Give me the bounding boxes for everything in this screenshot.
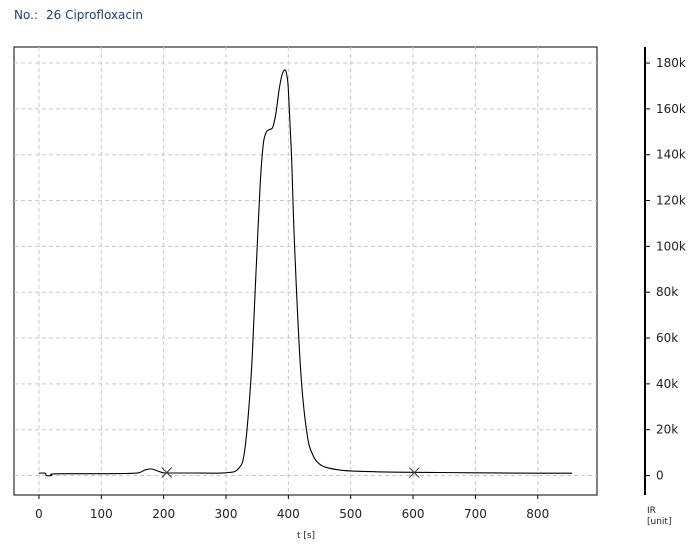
x-tick-label: 700 [464, 507, 487, 521]
x-tick-label: 800 [526, 507, 549, 521]
x-tick-label: 200 [152, 507, 175, 521]
chart-title: No.: 26 Ciprofloxacin [14, 8, 143, 22]
x-tick-label: 0 [35, 507, 43, 521]
sample-no-label: No.: [14, 8, 38, 22]
x-tick-label: 400 [277, 507, 300, 521]
y-tick-label: 60k [656, 331, 678, 345]
y-axis-title: IR [647, 506, 656, 516]
x-tick-label: 100 [90, 507, 113, 521]
sample-name: Ciprofloxacin [65, 8, 143, 22]
y-tick-label: 40k [656, 377, 678, 391]
x-axis: 0 100 200 300 400 500 600 700 800 [35, 495, 549, 521]
x-gridlines [38, 47, 539, 495]
integration-marker [161, 467, 173, 478]
x-tick-label: 600 [402, 507, 425, 521]
integration-marker [408, 467, 420, 478]
y-tick-label: 120k [656, 194, 686, 208]
marker-layer [161, 467, 420, 478]
y-tick-label: 20k [656, 423, 678, 437]
y-tick-label: 80k [656, 285, 678, 299]
x-tick-label: 500 [339, 507, 362, 521]
ir-signal-line [38, 69, 573, 477]
y-gridlines [14, 62, 597, 477]
sample-number: 26 [45, 8, 62, 22]
y-tick-label: 160k [656, 102, 686, 116]
y-axis: 0 20k 40k 60k 80k 100k 120k 140k 160k 180k [644, 47, 686, 495]
series-layer [38, 69, 573, 477]
y-tick-label: 140k [656, 148, 686, 162]
y-axis-unit: [unit] [647, 517, 671, 527]
y-tick-label: 180k [656, 56, 686, 70]
y-tick-label: 0 [656, 469, 664, 483]
x-axis-title: t [s] [297, 531, 315, 541]
y-tick-label: 100k [656, 239, 686, 253]
x-tick-label: 300 [215, 507, 238, 521]
